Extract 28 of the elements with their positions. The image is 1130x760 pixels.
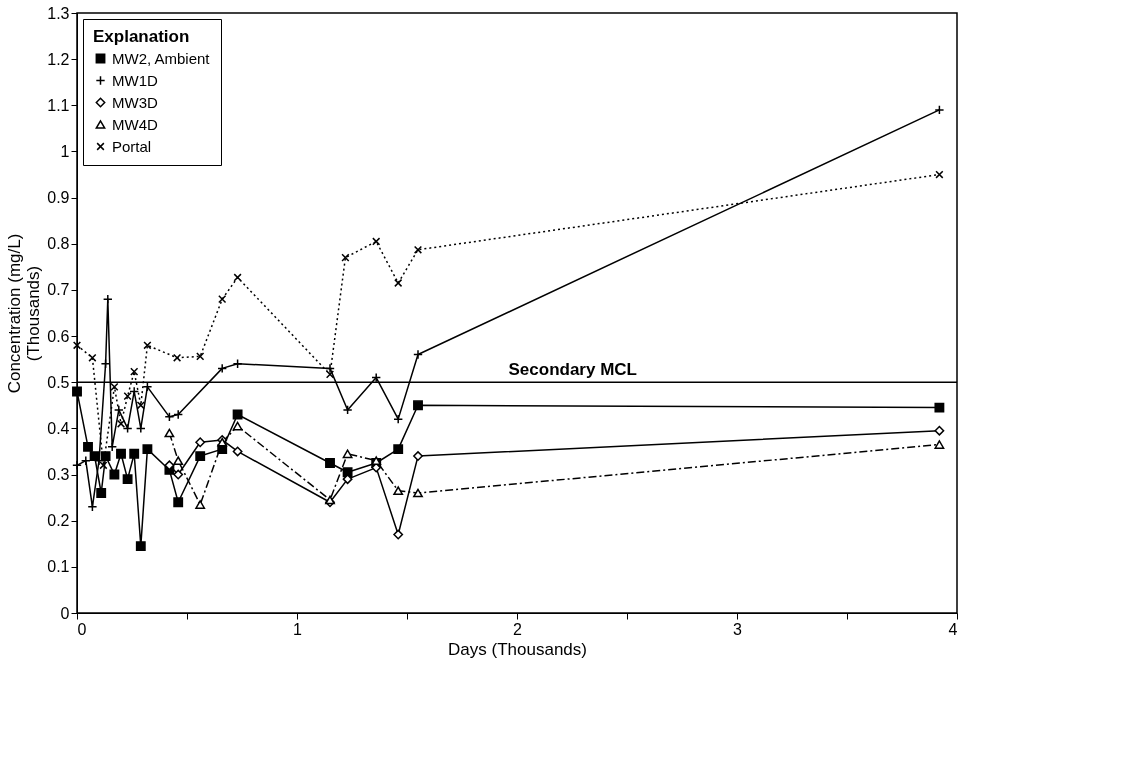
x-tick-label: 3 xyxy=(733,620,743,638)
y-tick-label: 0.9 xyxy=(47,189,70,207)
y-tick-label: 1.2 xyxy=(47,50,70,68)
y-tick-label: 1 xyxy=(60,142,70,160)
legend-label: Portal xyxy=(112,137,152,155)
y-tick-label: 1.1 xyxy=(47,96,70,114)
y-tick-label: 0.5 xyxy=(47,373,70,391)
y-tick-label: 0.3 xyxy=(47,466,70,484)
legend-title: Explanation xyxy=(93,27,190,46)
legend-label: MW1D xyxy=(112,71,158,89)
x-tick-label: 2 xyxy=(513,620,523,638)
x-tick-label: 0 xyxy=(77,620,87,638)
x-tick-label: 4 xyxy=(948,620,958,638)
y-tick-label: 0.8 xyxy=(47,235,70,253)
y-tick-label: 0.2 xyxy=(47,512,70,530)
x-tick-label: 1 xyxy=(293,620,303,638)
y-tick-label: 0.7 xyxy=(47,281,70,299)
y-tick-label: 0 xyxy=(60,604,70,622)
x-axis-title: Days (Thousands) xyxy=(448,639,587,659)
y-tick-label: 0.6 xyxy=(47,327,70,345)
y-axis-title: Concentration (mg/L) (Thousands) xyxy=(5,233,44,394)
ref-line-label: Secondary MCL xyxy=(508,360,637,380)
y-tick-label: 0.1 xyxy=(47,558,70,576)
y-tick-label: 0.4 xyxy=(47,419,70,437)
legend-label: MW3D xyxy=(112,93,158,111)
legend-label: MW4D xyxy=(112,115,158,133)
y-tick-label: 1.3 xyxy=(47,4,70,22)
legend-label: MW2, Ambient xyxy=(112,49,211,67)
